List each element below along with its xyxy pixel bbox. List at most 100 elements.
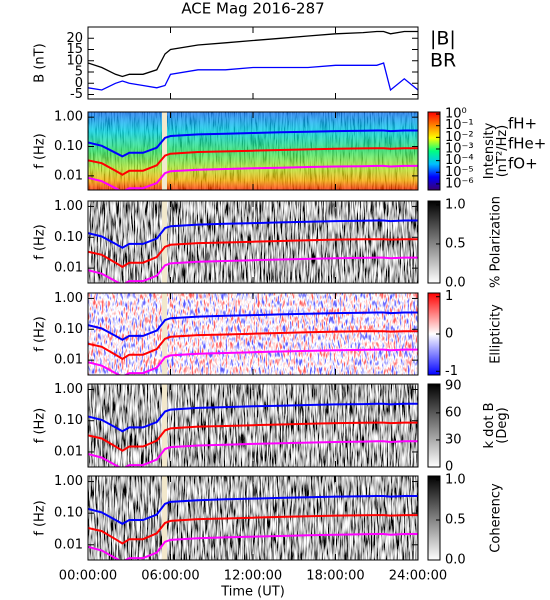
y-tick-label: 0.10	[54, 139, 83, 154]
y-axis-label: B (nT)	[33, 43, 48, 82]
colorbar-tick-label: 0.0	[445, 553, 466, 568]
y-tick-label: -5	[70, 87, 83, 102]
series-line	[88, 238, 418, 269]
x-tick-label: 00:00:00	[59, 569, 117, 584]
y-tick-label: 1.00	[54, 474, 83, 489]
series-line	[88, 311, 418, 341]
series-line	[88, 129, 418, 158]
x-tick-label: 18:00:00	[306, 569, 364, 584]
plot-frame	[87, 26, 419, 100]
y-axis-label: f (Hz)	[33, 224, 48, 259]
series-line	[88, 62, 418, 92]
colorbar	[427, 111, 441, 191]
colorbar-tick-label: 1	[445, 289, 453, 304]
series-group	[88, 219, 418, 283]
colorbar-tick-label: 0	[445, 460, 453, 475]
data-gap-stripe	[162, 112, 167, 190]
colorbar-tick-label: -1	[445, 364, 458, 379]
chart-title: ACE Mag 2016-287	[181, 0, 324, 18]
y-tick-label: 1.00	[54, 110, 83, 125]
colorbar-tick-label: 10⁻⁶	[445, 176, 474, 191]
series-group	[88, 402, 418, 467]
data-gap-stripe	[162, 384, 167, 467]
series-line	[88, 30, 418, 78]
colorbar-label: % Polarization	[489, 196, 504, 288]
series-line	[88, 495, 418, 525]
y-tick-label: 0.10	[54, 413, 83, 428]
series-line	[88, 348, 418, 375]
series-line	[88, 330, 418, 361]
colorbar-tick-label: 1.0	[445, 197, 466, 212]
y-tick-label: 0.01	[54, 168, 83, 183]
data-gap-stripe	[162, 293, 167, 375]
series-line	[88, 256, 418, 283]
y-tick-label: 10	[66, 53, 83, 68]
y-tick-label: 1.00	[54, 382, 83, 397]
x-tick-label: 12:00:00	[224, 569, 282, 584]
colorbar-tick-label: 10⁻¹	[445, 118, 474, 133]
y-tick-label: 0	[75, 76, 83, 91]
y-tick-label: 0.01	[54, 353, 83, 368]
colorbar	[427, 383, 441, 468]
series-line	[88, 440, 418, 467]
data-gap-stripe	[162, 476, 167, 560]
y-tick-label: 0.10	[54, 506, 83, 521]
colorbar-label: Ellipticity	[489, 304, 504, 364]
y-tick-label: 0.10	[54, 322, 83, 337]
data-gap-stripe	[162, 201, 167, 283]
y-tick-label: 0.01	[54, 261, 83, 276]
colorbar	[427, 475, 441, 561]
spectrogram-background	[88, 293, 418, 375]
y-tick-label: 0.10	[54, 230, 83, 245]
colorbar-label: k dot B	[482, 402, 497, 448]
y-tick-label: 20	[66, 31, 83, 46]
colorbar-tick-label: 0	[445, 327, 453, 342]
colorbar-tick-label: 30	[445, 432, 462, 447]
colorbar-tick-label: 0.5	[445, 236, 466, 251]
colorbar-label: Coherency	[489, 483, 504, 553]
y-axis-label: f (Hz)	[33, 500, 48, 535]
series-line	[88, 421, 418, 452]
colorbar-tick-label: 10⁻⁴	[445, 153, 474, 168]
series-group	[88, 129, 418, 190]
series-group	[88, 30, 418, 92]
y-axis-label: f (Hz)	[33, 316, 48, 351]
y-tick-label: 15	[66, 42, 83, 57]
colorbar-tick-label: 90	[445, 378, 462, 393]
legend-entry: BR	[430, 50, 456, 72]
series-line	[88, 164, 418, 190]
y-tick-label: 1.00	[54, 291, 83, 306]
colorbar-tick-label: 0.0	[445, 276, 466, 291]
colorbar-label: Intensity	[482, 122, 497, 179]
colorbar-tick-label: 60	[445, 405, 462, 420]
series-line	[88, 402, 418, 433]
series-line	[88, 533, 418, 560]
y-tick-label: 1.00	[54, 199, 83, 214]
colorbar	[427, 200, 441, 284]
colorbar-label: (nT²/Hz)	[495, 125, 510, 178]
legend-entry: fHe+	[508, 135, 546, 153]
colorbar-tick-label: 0.5	[445, 513, 466, 528]
y-axis-label: f (Hz)	[33, 408, 48, 443]
legend-entry: fH+	[508, 115, 537, 133]
series-line	[88, 514, 418, 545]
colorbar-tick-label: 10⁻²	[445, 130, 474, 145]
y-axis-label: f (Hz)	[33, 133, 48, 168]
colorbar-tick-label: 10⁰	[445, 107, 467, 122]
legend-entry: |B|	[430, 28, 456, 50]
y-tick-label: 0.01	[54, 537, 83, 552]
x-tick-label: 24:00:00	[389, 569, 447, 584]
colorbar-tick-label: 10⁻³	[445, 141, 474, 156]
y-tick-label: 5	[75, 65, 83, 80]
series-group	[88, 495, 418, 560]
series-line	[88, 147, 418, 176]
series-group	[88, 311, 418, 375]
series-line	[88, 219, 418, 249]
colorbar-tick-label: 1.0	[445, 473, 466, 488]
x-axis-label: Time (UT)	[220, 585, 285, 600]
x-tick-label: 06:00:00	[141, 569, 199, 584]
legend-entry: fO+	[508, 155, 538, 173]
y-tick-label: 0.01	[54, 444, 83, 459]
